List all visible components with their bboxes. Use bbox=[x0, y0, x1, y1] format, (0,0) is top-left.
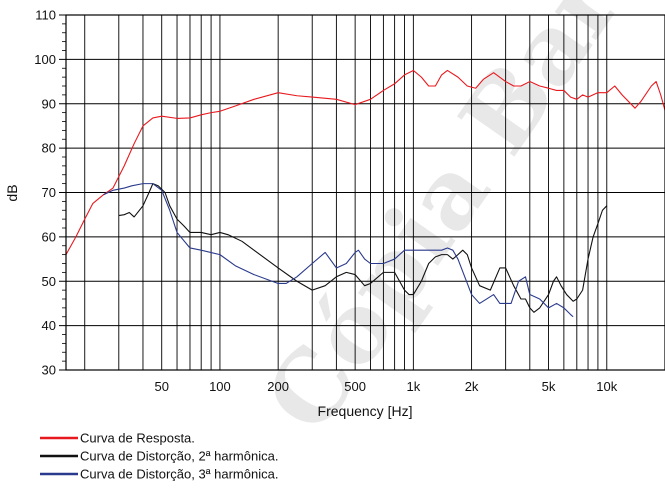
series-line-3 bbox=[103, 183, 574, 318]
x-tick-label: 1k bbox=[406, 379, 420, 394]
x-tick-label: 500 bbox=[344, 379, 366, 394]
y-tick-label: 30 bbox=[42, 363, 56, 378]
legend: Curva de Resposta. Curva de Distorção, 2ª… bbox=[40, 431, 278, 482]
grid-lines bbox=[66, 15, 665, 370]
x-axis-ticks: 50 100 200 500 1k 2k 5k 10k bbox=[154, 379, 617, 394]
y-tick-label: 50 bbox=[42, 274, 56, 289]
series-line-1 bbox=[65, 69, 665, 255]
y-axis-title: dB bbox=[4, 184, 20, 201]
watermark-text: Cópia Bar bbox=[243, 0, 642, 452]
x-tick-label: 2k bbox=[465, 379, 479, 394]
y-tick-label: 60 bbox=[42, 229, 56, 244]
y-tick-label: 40 bbox=[42, 318, 56, 333]
x-tick-label: 10k bbox=[596, 379, 617, 394]
y-tick-label: 110 bbox=[35, 8, 56, 23]
y-tick-label: 70 bbox=[42, 185, 56, 200]
series-line-2 bbox=[118, 183, 608, 313]
y-tick-label: 80 bbox=[42, 141, 56, 156]
legend-label-1: Curva de Resposta. bbox=[80, 431, 195, 446]
legend-label-3: Curva de Distorção, 3ª harmônica. bbox=[80, 467, 278, 482]
x-tick-label: 5k bbox=[542, 379, 556, 394]
x-tick-label: 100 bbox=[209, 379, 231, 394]
watermark: Cópia Bar bbox=[243, 0, 642, 452]
y-tick-label: 90 bbox=[42, 96, 56, 111]
y-tick-label: 100 bbox=[34, 52, 56, 67]
x-tick-label: 50 bbox=[154, 379, 168, 394]
series-lines bbox=[65, 69, 665, 318]
legend-label-2: Curva de Distorção, 2ª harmônica. bbox=[80, 449, 278, 464]
y-axis-ticks: 30 40 50 60 70 80 90 100 110 bbox=[34, 8, 66, 378]
x-axis-title: Frequency [Hz] bbox=[318, 403, 413, 419]
x-tick-label: 200 bbox=[267, 379, 289, 394]
